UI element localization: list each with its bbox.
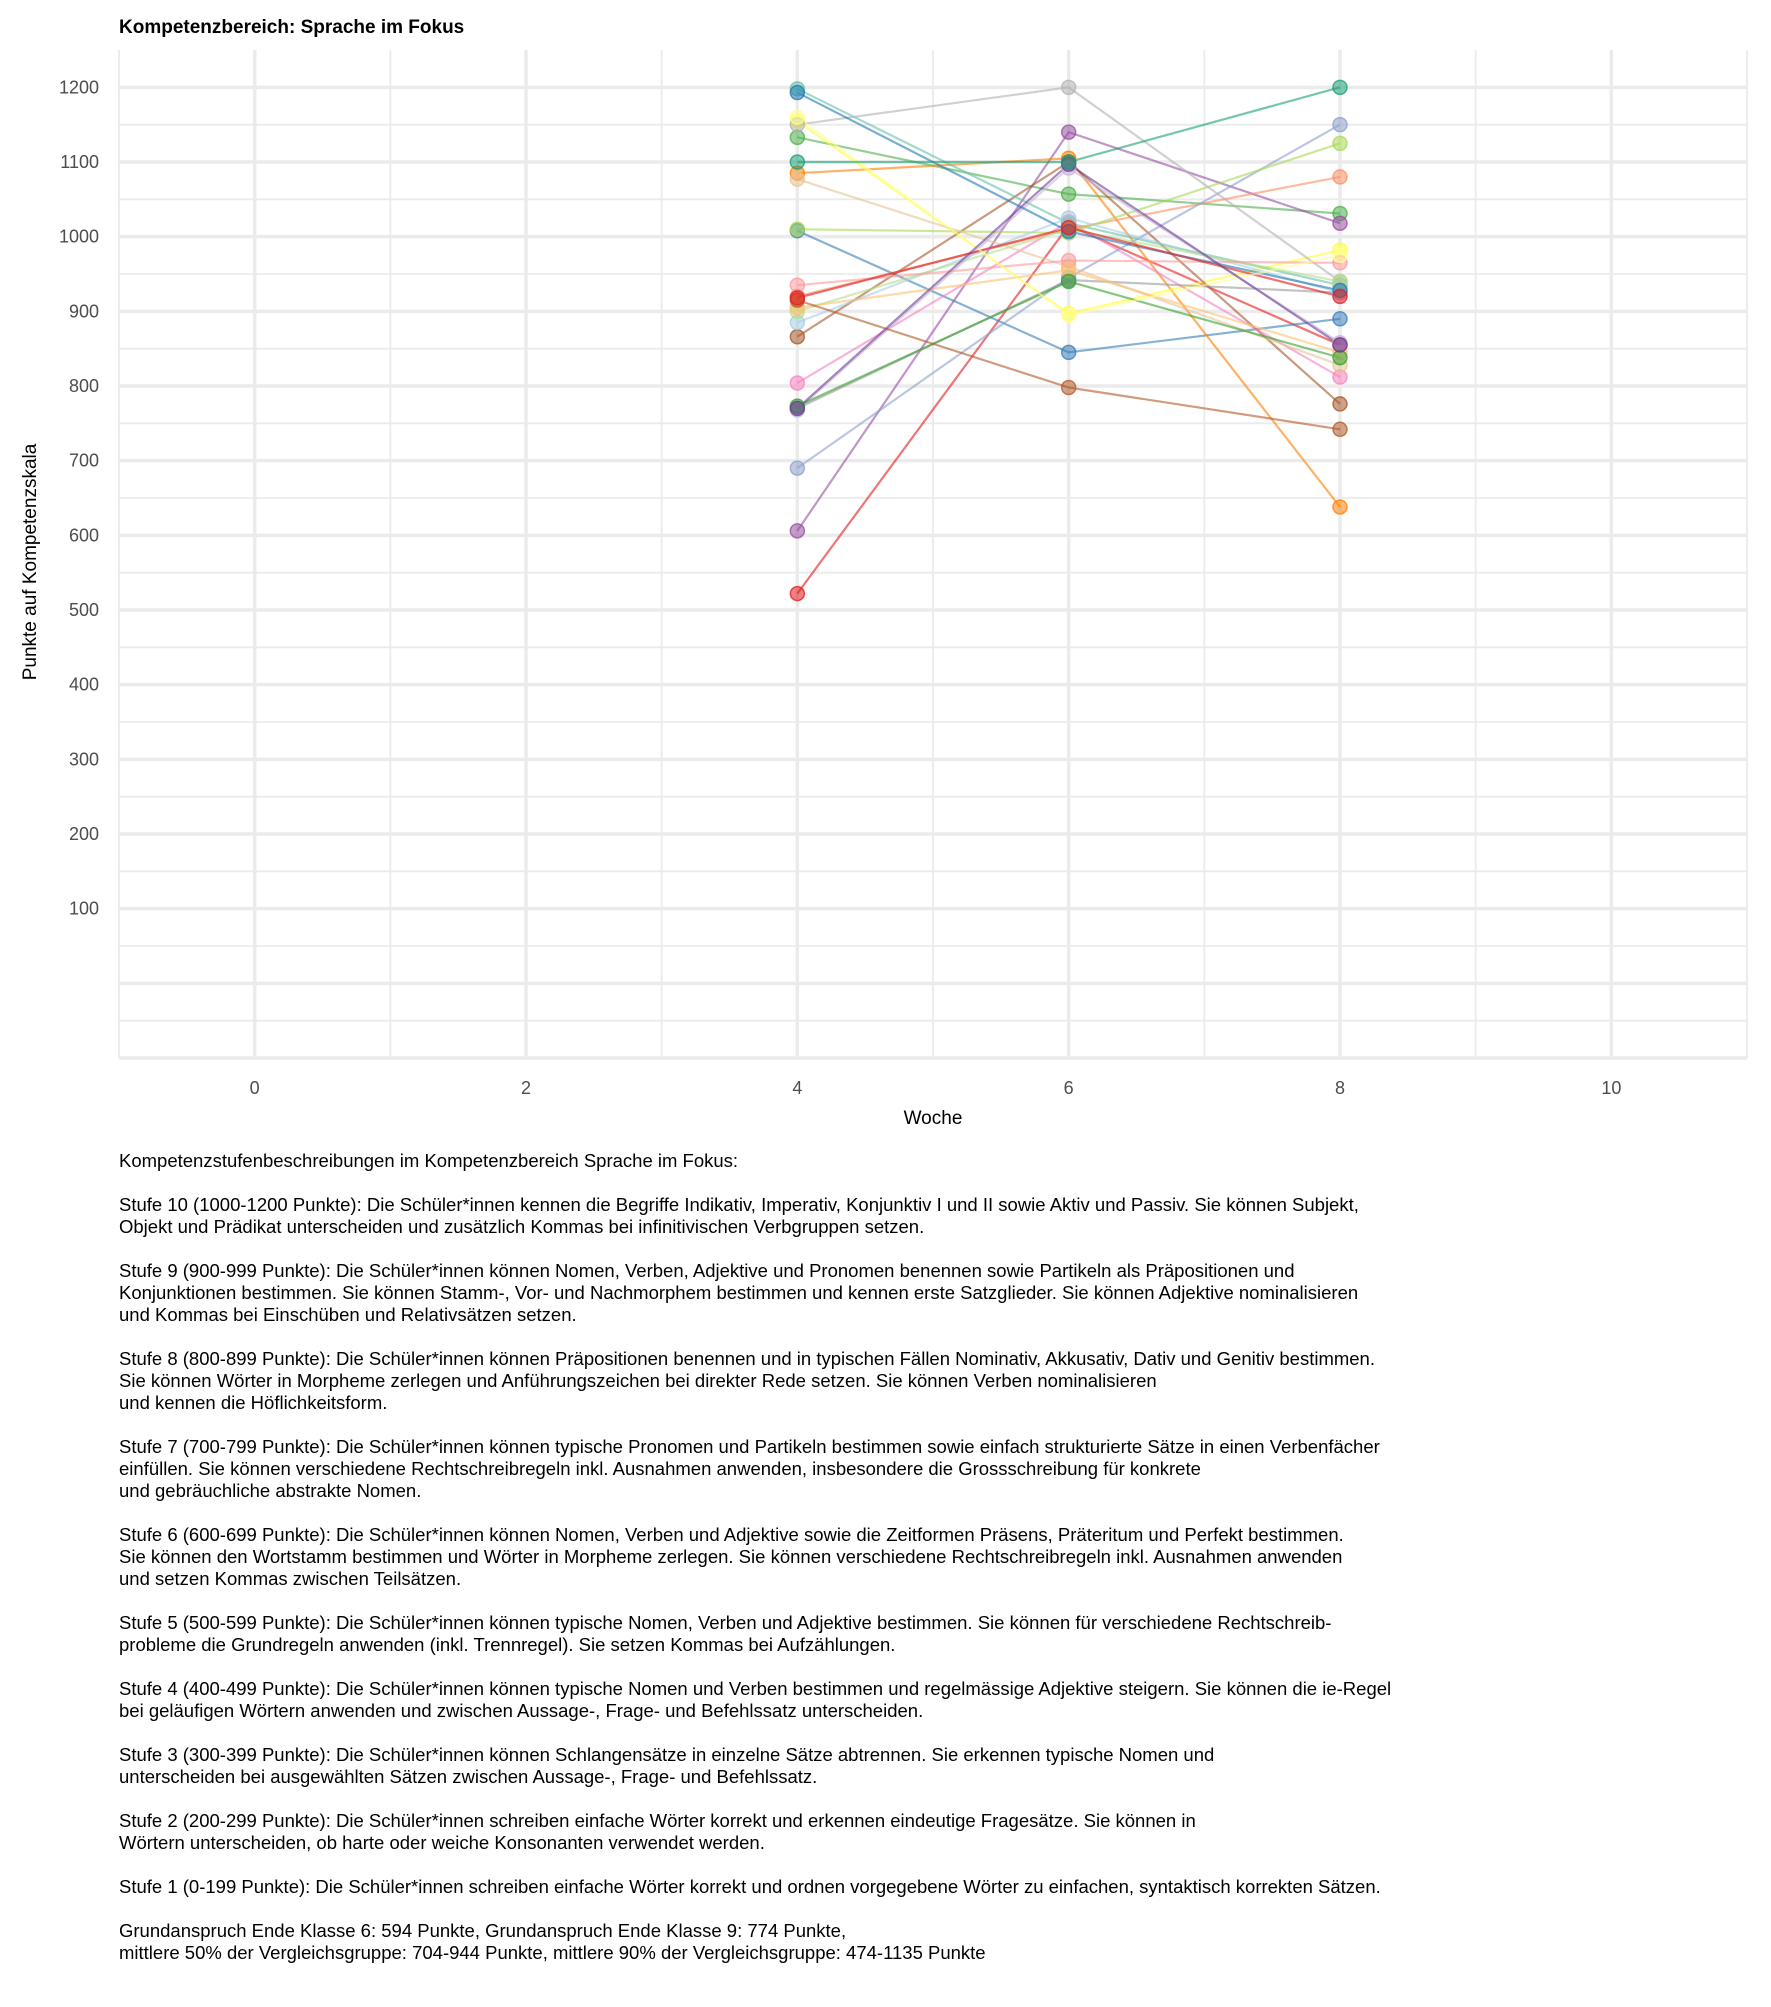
data-point	[1332, 421, 1348, 438]
x-tick-label: 10	[1601, 1078, 1621, 1098]
data-point	[789, 84, 806, 101]
data-point	[1060, 154, 1077, 170]
level-description: Stufe 5 (500-599 Punkte): Die Schüler*in…	[119, 1612, 1332, 1655]
data-point	[789, 400, 806, 417]
data-point	[1060, 219, 1077, 236]
data-point	[789, 585, 806, 602]
level-description: Stufe 7 (700-799 Punkte): Die Schüler*in…	[119, 1436, 1380, 1501]
y-tick-label: 600	[69, 525, 99, 545]
data-point	[789, 109, 806, 125]
y-tick-label: 800	[69, 376, 99, 396]
data-point	[1332, 311, 1348, 327]
y-axis-label: Punkte auf Kompetenzskala	[20, 443, 41, 680]
data-point	[789, 171, 806, 187]
y-tick-labels: 100 200 300 400 500 600 700 800 900 1000 1100 1200	[59, 77, 99, 918]
y-tick-label: 900	[69, 301, 99, 321]
data-point	[1332, 288, 1348, 305]
data-point	[1332, 337, 1348, 353]
data-point	[1060, 79, 1077, 96]
data-point	[1060, 344, 1077, 361]
x-tick-label: 4	[792, 1078, 802, 1098]
level-description: Stufe 8 (800-899 Punkte): Die Schüler*in…	[119, 1348, 1375, 1413]
y-tick-label: 1000	[59, 227, 99, 247]
x-tick-label: 8	[1335, 1078, 1345, 1098]
y-tick-label: 1100	[60, 152, 99, 172]
data-point	[1060, 124, 1077, 140]
y-tick-label: 300	[69, 749, 99, 769]
x-axis-label: Woche	[904, 1108, 963, 1129]
data-point	[1332, 349, 1348, 366]
data-point	[789, 290, 806, 306]
series-points	[789, 79, 1348, 602]
data-point	[1060, 186, 1077, 202]
x-tick-label: 0	[250, 1078, 260, 1098]
data-point	[1060, 273, 1077, 290]
x-tick-label: 6	[1064, 1078, 1074, 1098]
y-tick-label: 100	[69, 899, 99, 919]
description-footer: Grundanspruch Ende Klasse 6: 594 Punkte,…	[119, 1920, 986, 1963]
level-description: Stufe 10 (1000-1200 Punkte): Die Schüler…	[119, 1194, 1359, 1237]
description-intro: Kompetenzstufenbeschreibungen im Kompete…	[119, 1150, 739, 1171]
data-point	[789, 375, 806, 391]
competence-level-descriptions: Kompetenzstufenbeschreibungen im Kompete…	[119, 1150, 1749, 1986]
data-point	[789, 221, 806, 237]
level-description: Stufe 3 (300-399 Punkte): Die Schüler*in…	[119, 1744, 1215, 1787]
data-point	[789, 328, 806, 345]
data-point	[1332, 396, 1348, 412]
y-tick-label: 500	[69, 600, 99, 620]
level-description: Stufe 2 (200-299 Punkte): Die Schüler*in…	[119, 1810, 1196, 1853]
line-chart: 100200300400500600700800900100011001200 …	[20, 50, 1748, 1129]
data-point	[789, 277, 806, 293]
data-point	[1332, 169, 1348, 185]
y-tick-label: 200	[69, 824, 99, 844]
level-description: Stufe 9 (900-999 Punkte): Die Schüler*in…	[119, 1260, 1359, 1325]
data-point	[1332, 247, 1348, 264]
level-description: Stufe 4 (400-499 Punkte): Die Schüler*in…	[119, 1678, 1392, 1721]
data-point	[789, 460, 806, 476]
data-point	[789, 129, 806, 146]
y-tick-label: 400	[69, 675, 99, 695]
data-point	[1332, 116, 1348, 133]
y-tick-label: 700	[69, 451, 99, 471]
grid	[118, 50, 1748, 1060]
level-list: Stufe 10 (1000-1200 Punkte): Die Schüler…	[119, 1194, 1749, 1898]
data-point	[789, 154, 806, 170]
data-point	[1060, 307, 1077, 323]
y-tick-label: 1200	[59, 77, 99, 97]
data-point	[1332, 215, 1348, 231]
level-description: Stufe 1 (0-199 Punkte): Die Schüler*inne…	[119, 1876, 1381, 1897]
data-point	[789, 523, 806, 539]
x-tick-labels: 0 2 4 6 8 10	[250, 1078, 1622, 1098]
data-point	[1332, 79, 1348, 96]
level-description: Stufe 6 (600-699 Punkte): Die Schüler*in…	[119, 1524, 1344, 1589]
chart-title: Kompetenzbereich: Sprache im Fokus	[119, 17, 465, 38]
data-point	[1332, 499, 1348, 515]
data-point	[1332, 135, 1348, 152]
data-point	[1060, 379, 1077, 396]
x-tick-label: 2	[521, 1078, 531, 1098]
